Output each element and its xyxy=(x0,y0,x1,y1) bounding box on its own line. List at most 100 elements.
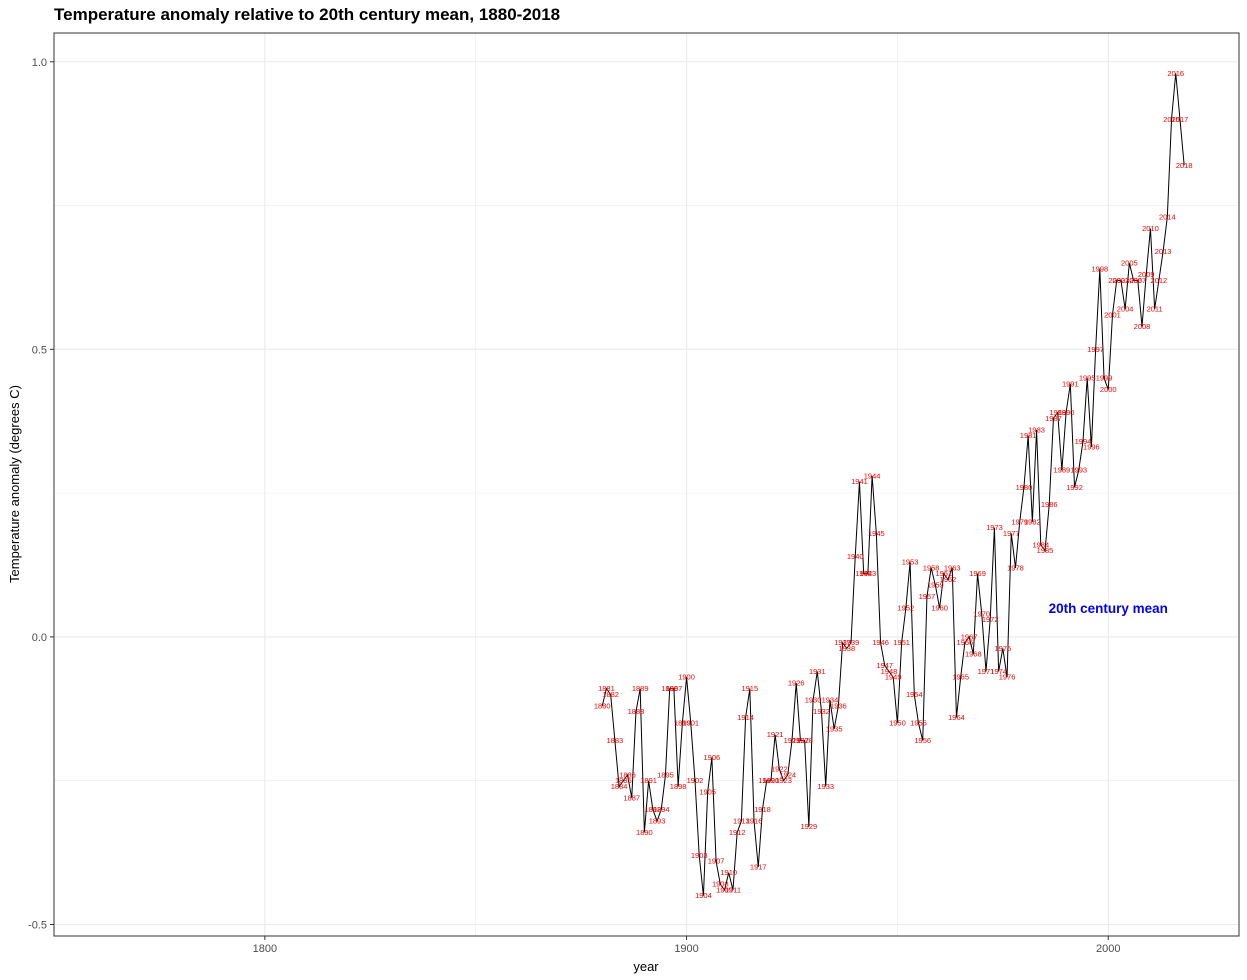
point-label-1926: 1926 xyxy=(788,678,805,687)
point-label-1909: 1909 xyxy=(716,885,733,894)
point-label-1933: 1933 xyxy=(817,782,834,791)
point-label-1973: 1973 xyxy=(986,523,1003,532)
point-label-1958: 1958 xyxy=(923,563,940,572)
x-tick-label: 1900 xyxy=(674,943,698,955)
point-label-2018: 2018 xyxy=(1176,161,1193,170)
point-label-1960: 1960 xyxy=(931,604,948,613)
chart-title: Temperature anomaly relative to 20th cen… xyxy=(54,5,561,24)
point-label-1916: 1916 xyxy=(746,816,763,825)
point-label-2007: 2007 xyxy=(1129,276,1146,285)
point-label-2013: 2013 xyxy=(1155,247,1172,256)
point-label-1880: 1880 xyxy=(594,701,611,710)
point-label-1914: 1914 xyxy=(737,713,754,722)
point-label-1956: 1956 xyxy=(914,736,931,745)
point-label-1989: 1989 xyxy=(1054,466,1071,475)
point-label-1885: 1885 xyxy=(615,776,632,785)
point-label-1985: 1985 xyxy=(1037,546,1054,555)
anomaly-series-line xyxy=(601,73,1185,896)
point-label-1921: 1921 xyxy=(767,730,784,739)
point-label-1964: 1964 xyxy=(948,713,965,722)
point-label-2008: 2008 xyxy=(1134,322,1151,331)
point-label-1919: 1919 xyxy=(758,776,775,785)
point-label-1943: 1943 xyxy=(860,569,877,578)
point-label-1993: 1993 xyxy=(1070,466,1087,475)
point-label-1997: 1997 xyxy=(1087,345,1104,354)
point-label-1913: 1913 xyxy=(733,816,750,825)
point-label-1907: 1907 xyxy=(708,857,725,866)
point-label-1944: 1944 xyxy=(864,471,881,480)
point-label-1900: 1900 xyxy=(678,673,695,682)
point-label-1968: 1968 xyxy=(965,650,982,659)
point-label-1881: 1881 xyxy=(598,684,615,693)
point-label-2003: 2003 xyxy=(1113,276,1130,285)
point-label-1923: 1923 xyxy=(775,776,792,785)
point-label-1947: 1947 xyxy=(876,661,893,670)
point-label-1957: 1957 xyxy=(919,592,936,601)
point-label-1931: 1931 xyxy=(809,667,826,676)
point-label-2016: 2016 xyxy=(1167,69,1184,78)
point-label-1979: 1979 xyxy=(1011,517,1028,526)
point-label-1991: 1991 xyxy=(1062,379,1079,388)
point-label-1950: 1950 xyxy=(889,719,906,728)
point-label-1887: 1887 xyxy=(623,793,640,802)
point-label-1995: 1995 xyxy=(1079,374,1096,383)
point-label-1898: 1898 xyxy=(670,782,687,791)
point-label-1965: 1965 xyxy=(952,673,969,682)
y-tick-label: -0.5 xyxy=(28,919,47,931)
point-label-1901: 1901 xyxy=(682,719,699,728)
point-label-1929: 1929 xyxy=(801,822,818,831)
point-label-1941: 1941 xyxy=(851,477,868,486)
point-label-1882: 1882 xyxy=(602,690,619,699)
point-label-1987: 1987 xyxy=(1045,414,1062,423)
point-label-1899: 1899 xyxy=(674,719,691,728)
point-label-1930: 1930 xyxy=(805,696,822,705)
point-label-1974: 1974 xyxy=(990,667,1007,676)
point-label-2002: 2002 xyxy=(1108,276,1125,285)
point-label-1908: 1908 xyxy=(712,880,729,889)
point-label-1940: 1940 xyxy=(847,552,864,561)
point-label-1925: 1925 xyxy=(784,736,801,745)
point-label-1896: 1896 xyxy=(661,684,678,693)
point-label-1886: 1886 xyxy=(619,770,636,779)
point-label-1939: 1939 xyxy=(843,638,860,647)
point-label-1883: 1883 xyxy=(607,736,624,745)
point-label-1975: 1975 xyxy=(994,644,1011,653)
point-label-1946: 1946 xyxy=(872,638,889,647)
point-label-1922: 1922 xyxy=(771,765,788,774)
point-label-2014: 2014 xyxy=(1159,213,1176,222)
point-label-1961: 1961 xyxy=(935,569,952,578)
point-label-1980: 1980 xyxy=(1016,483,1033,492)
point-label-1915: 1915 xyxy=(741,684,758,693)
x-tick-label: 1800 xyxy=(253,943,277,955)
point-label-1891: 1891 xyxy=(640,776,657,785)
point-label-1927: 1927 xyxy=(792,736,809,745)
point-label-1890: 1890 xyxy=(636,828,653,837)
point-label-1932: 1932 xyxy=(813,707,830,716)
point-label-1936: 1936 xyxy=(830,701,847,710)
point-label-1954: 1954 xyxy=(906,690,923,699)
point-label-2006: 2006 xyxy=(1125,276,1142,285)
point-label-1897: 1897 xyxy=(666,684,683,693)
point-label-1903: 1903 xyxy=(691,851,708,860)
point-label-1918: 1918 xyxy=(754,805,771,814)
point-label-1910: 1910 xyxy=(720,868,737,877)
point-label-1937: 1937 xyxy=(834,638,851,647)
point-label-1962: 1962 xyxy=(940,575,957,584)
point-label-1935: 1935 xyxy=(826,724,843,733)
point-label-2004: 2004 xyxy=(1117,305,1134,314)
point-label-1986: 1986 xyxy=(1041,500,1058,509)
point-label-1983: 1983 xyxy=(1028,425,1045,434)
point-label-1938: 1938 xyxy=(838,644,855,653)
point-label-1978: 1978 xyxy=(1007,563,1024,572)
line-layer xyxy=(601,73,1185,896)
axis-layer: 1800 1900 2000 -0.5 0.0 0.5 1.0 xyxy=(28,57,1120,955)
point-label-1928: 1928 xyxy=(796,736,813,745)
point-label-1893: 1893 xyxy=(649,816,666,825)
point-label-1911: 1911 xyxy=(725,885,741,894)
point-label-1972: 1972 xyxy=(982,615,999,624)
point-label-2009: 2009 xyxy=(1138,270,1155,279)
point-label-2010: 2010 xyxy=(1142,224,1159,233)
point-label-1949: 1949 xyxy=(885,673,902,682)
